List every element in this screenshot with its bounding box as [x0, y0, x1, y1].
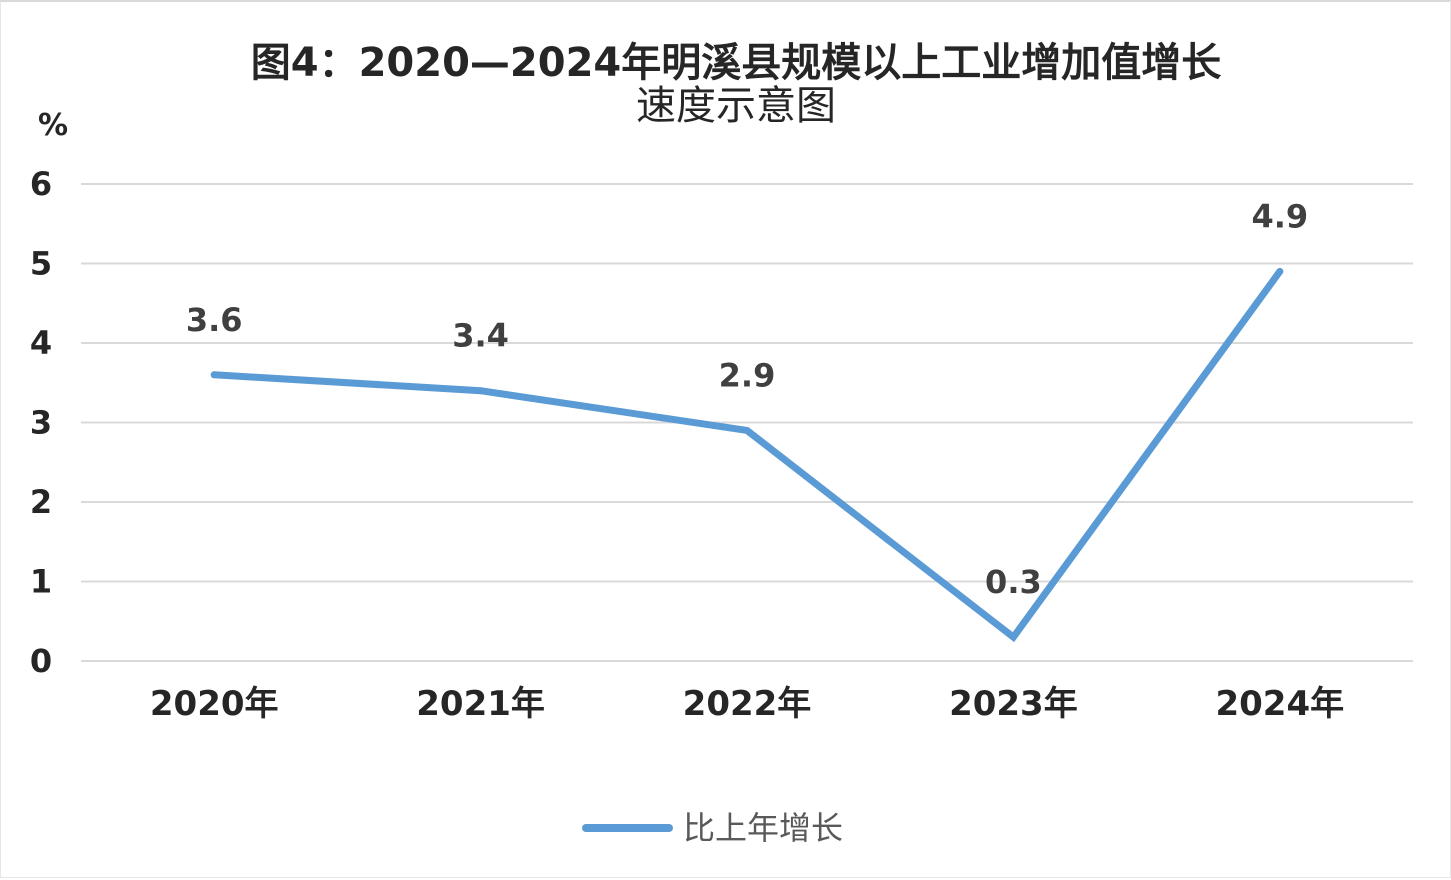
legend-entry-label: 比上年增长 — [683, 809, 843, 847]
x-axis-ticks: 2020年 2021年 2022年 2023年 2024年 — [150, 684, 1344, 724]
data-label: 3.4 — [452, 317, 509, 355]
series-layer — [210, 267, 1284, 643]
y-axis-ticks: 0 1 2 3 4 5 6 — [30, 165, 52, 680]
y-tick-label: 3 — [30, 404, 52, 442]
y-tick-label: 6 — [30, 165, 52, 203]
data-point — [743, 426, 751, 434]
chart-title-line2: 速度示意图 — [636, 83, 836, 129]
y-tick-label: 4 — [30, 324, 52, 362]
data-label: 3.6 — [186, 301, 243, 339]
legend: 比上年增长 — [582, 809, 843, 847]
data-point — [1276, 267, 1284, 275]
chart-title-line1: 图4：2020—2024年明溪县规模以上工业增加值增长 — [251, 40, 1222, 86]
x-tick-label: 2024年 — [1215, 684, 1344, 724]
data-label: 2.9 — [719, 356, 776, 394]
y-tick-label: 0 — [30, 642, 52, 680]
gridlines — [81, 183, 1413, 662]
x-tick-label: 2021年 — [416, 684, 545, 724]
y-axis-unit-label: % — [38, 108, 68, 143]
data-labels: 3.6 3.4 2.9 0.3 4.9 — [186, 197, 1308, 601]
y-tick-label: 1 — [30, 563, 52, 601]
x-tick-label: 2022年 — [683, 684, 812, 724]
data-label: 4.9 — [1251, 197, 1308, 235]
x-tick-label: 2020年 — [150, 684, 279, 724]
y-tick-label: 2 — [30, 483, 52, 521]
data-label: 0.3 — [985, 563, 1042, 601]
data-point — [1009, 633, 1017, 641]
y-tick-label: 5 — [30, 245, 52, 283]
data-point — [477, 387, 485, 395]
data-point — [210, 371, 218, 379]
x-tick-label: 2023年 — [949, 684, 1078, 724]
